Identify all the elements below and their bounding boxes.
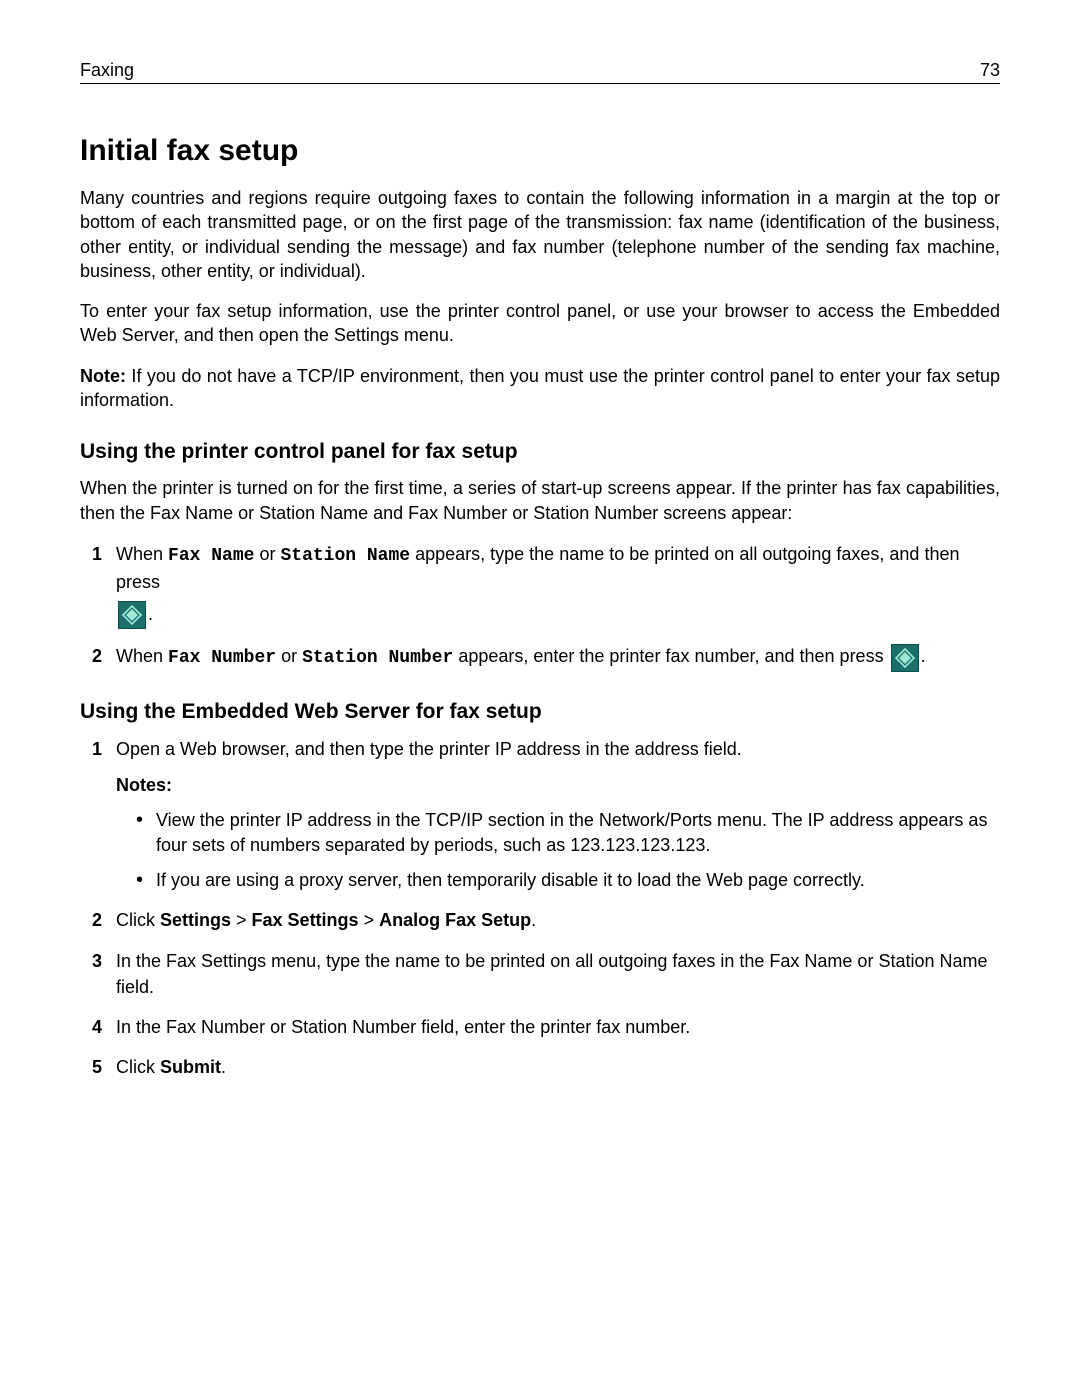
bold-text: Analog Fax Setup <box>379 910 531 930</box>
section-b-steps: 1 Open a Web browser, and then type the … <box>92 736 1000 1080</box>
step-number: 1 <box>92 736 102 762</box>
document-page: Faxing 73 Initial fax setup Many countri… <box>0 0 1080 1154</box>
text-fragment: When <box>116 646 168 666</box>
mono-text: Station Number <box>302 648 453 668</box>
step-number: 2 <box>92 643 102 669</box>
section-a-step-2: 2 When Fax Number or Station Number appe… <box>92 643 1000 671</box>
text-fragment: or <box>276 646 302 666</box>
section-a-steps: 1 When Fax Name or Station Name appears,… <box>92 541 1000 672</box>
intro-paragraph-1: Many countries and regions require outgo… <box>80 186 1000 283</box>
text-fragment: Click <box>116 910 160 930</box>
step-text: In the Fax Number or Station Number fiel… <box>116 1017 690 1037</box>
text-fragment: Click <box>116 1057 160 1077</box>
text-fragment: > <box>359 910 380 930</box>
text-fragment: . <box>531 910 536 930</box>
notes-label: Notes: <box>116 772 1000 798</box>
step-text: Open a Web browser, and then type the pr… <box>116 739 742 759</box>
notes-bullets: View the printer IP address in the TCP/I… <box>136 808 1000 894</box>
text-fragment: . <box>221 1057 226 1077</box>
section-b-step-1: 1 Open a Web browser, and then type the … <box>92 736 1000 894</box>
bold-text: Settings <box>160 910 231 930</box>
text-fragment: or <box>254 544 280 564</box>
header-page-number: 73 <box>980 60 1000 81</box>
section-b-step-3: 3 In the Fax Settings menu, type the nam… <box>92 948 1000 1000</box>
mono-text: Fax Number <box>168 648 276 668</box>
step-text: When Fax Name or Station Name appears, t… <box>116 544 959 592</box>
step-text: When Fax Number or Station Number appear… <box>116 646 926 666</box>
mono-text: Station Name <box>280 546 410 566</box>
intro-note: Note: If you do not have a TCP/IP enviro… <box>80 364 1000 413</box>
intro-paragraph-2: To enter your fax setup information, use… <box>80 299 1000 348</box>
section-a-lead: When the printer is turned on for the fi… <box>80 476 1000 525</box>
bold-text: Submit <box>160 1057 221 1077</box>
enter-diamond-icon <box>118 601 146 629</box>
section-b-title: Using the Embedded Web Server for fax se… <box>80 700 1000 724</box>
step-number: 5 <box>92 1054 102 1080</box>
text-fragment: appears, enter the printer fax number, a… <box>453 646 888 666</box>
section-a-step-1: 1 When Fax Name or Station Name appears,… <box>92 541 1000 629</box>
note-label: Note: <box>80 366 126 386</box>
step-number: 2 <box>92 907 102 933</box>
section-b-step-2: 2 Click Settings > Fax Settings > Analog… <box>92 907 1000 933</box>
note-text: If you do not have a TCP/IP environment,… <box>80 366 1000 410</box>
page-header: Faxing 73 <box>80 60 1000 84</box>
step-number: 1 <box>92 541 102 567</box>
text-fragment: > <box>231 910 252 930</box>
mono-text: Fax Name <box>168 546 254 566</box>
step-text: In the Fax Settings menu, type the name … <box>116 951 988 997</box>
step-text: Click Submit. <box>116 1057 226 1077</box>
step-number: 4 <box>92 1014 102 1040</box>
text-fragment: When <box>116 544 168 564</box>
section-a-title: Using the printer control panel for fax … <box>80 440 1000 464</box>
text-fragment: . <box>148 604 153 624</box>
page-title: Initial fax setup <box>80 134 1000 168</box>
section-b-step-5: 5 Click Submit. <box>92 1054 1000 1080</box>
text-fragment: . <box>921 646 926 666</box>
section-b-step-4: 4 In the Fax Number or Station Number fi… <box>92 1014 1000 1040</box>
step-text: Click Settings > Fax Settings > Analog F… <box>116 910 536 930</box>
header-section: Faxing <box>80 60 134 81</box>
step-number: 3 <box>92 948 102 974</box>
notes-bullet-2: If you are using a proxy server, then te… <box>136 868 1000 893</box>
bold-text: Fax Settings <box>252 910 359 930</box>
step-1-press-row: . <box>116 601 1000 629</box>
notes-bullet-1: View the printer IP address in the TCP/I… <box>136 808 1000 858</box>
enter-diamond-icon <box>891 644 919 672</box>
